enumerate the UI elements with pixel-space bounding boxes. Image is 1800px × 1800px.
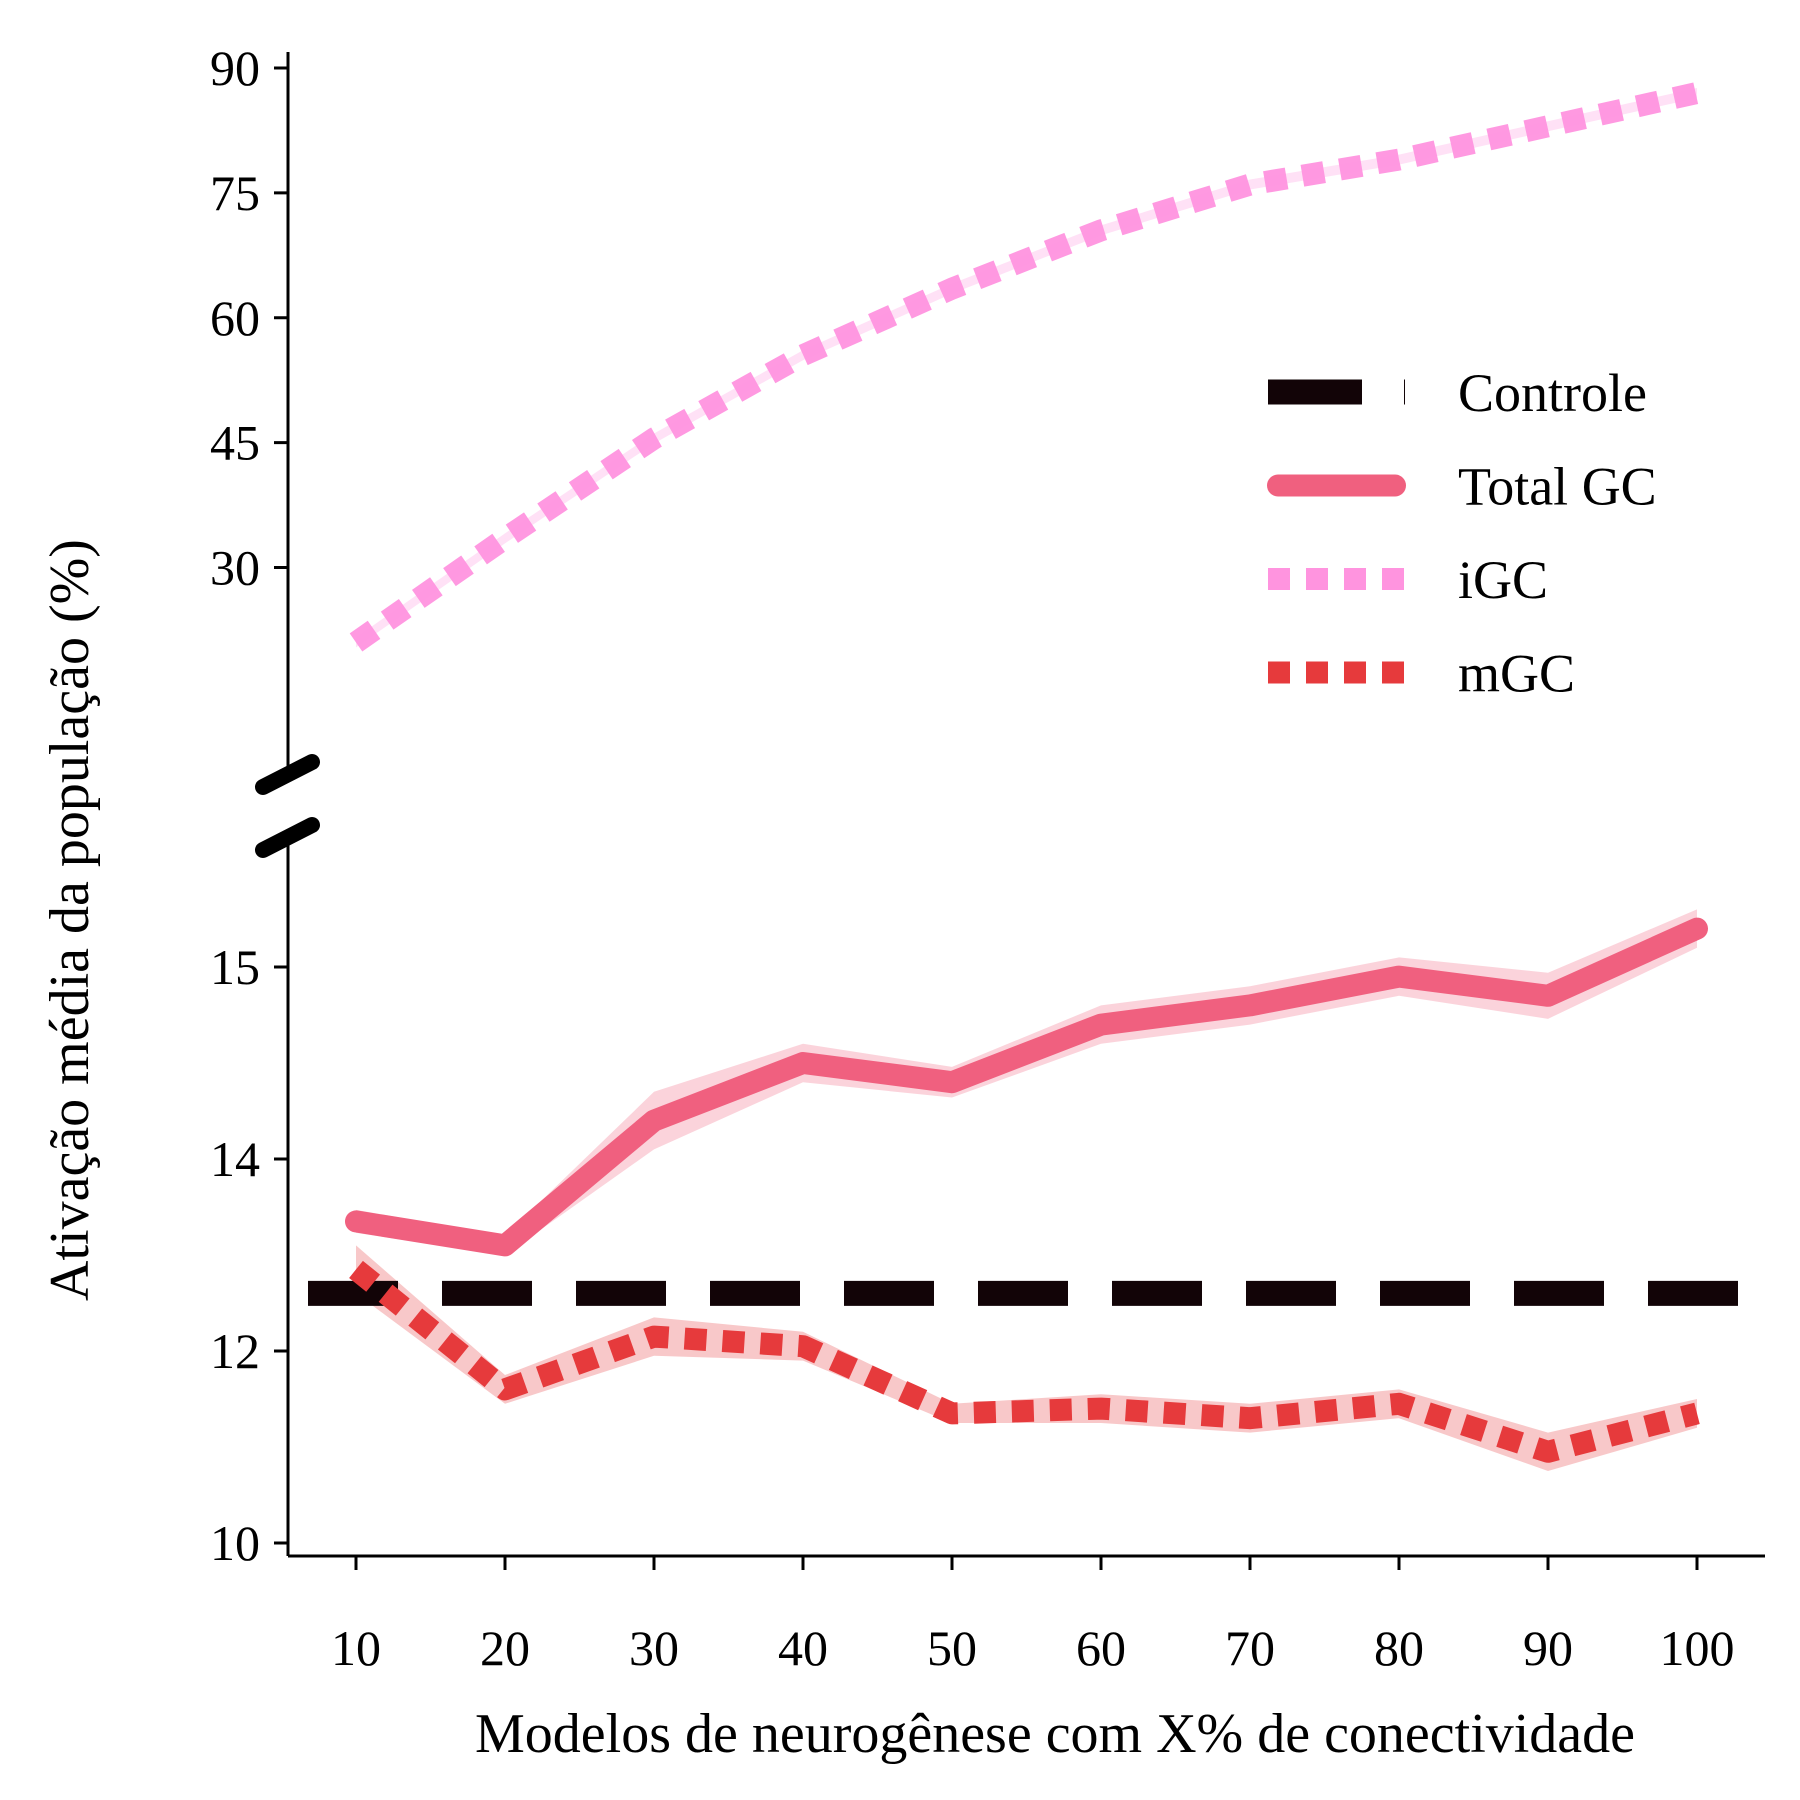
- x-tick-label: 60: [1076, 1620, 1126, 1676]
- confidence-bands: [356, 87, 1697, 1471]
- legend-label-igc: iGC: [1458, 550, 1548, 610]
- y-tick-label: 45: [210, 415, 260, 471]
- series-line-igc: [349, 82, 1700, 652]
- y-tick-label: 90: [210, 40, 260, 96]
- x-tick-label: 80: [1374, 1620, 1424, 1676]
- legend-label-controle: Controle: [1458, 363, 1647, 423]
- series-line-mgc: [349, 1260, 1700, 1463]
- y-tick-label: 30: [210, 540, 260, 596]
- axis-break-mark: [255, 817, 320, 858]
- axis-break-mark: [255, 754, 320, 795]
- legend-label-total-gc: Total GC: [1458, 457, 1657, 517]
- y-tick-label: 75: [210, 165, 260, 221]
- x-tick-label: 40: [778, 1620, 828, 1676]
- series-line-total-gc: [345, 917, 1708, 1257]
- ci-band-mgc: [356, 1245, 1697, 1471]
- y-tick-label: 15: [210, 939, 260, 995]
- y-tick-label: 10: [210, 1515, 260, 1571]
- x-tick-label: 20: [480, 1620, 530, 1676]
- legend-label-mgc: mGC: [1458, 644, 1575, 704]
- axes: [255, 52, 1765, 1558]
- legend: Controle Total GC iGC mGC: [1267, 363, 1657, 704]
- x-tick-label: 90: [1523, 1620, 1573, 1676]
- x-axis-title: Modelos de neurogênese com X% de conecti…: [475, 1703, 1635, 1765]
- y-tick-label: 12: [210, 1323, 260, 1379]
- x-tick-label: 70: [1225, 1620, 1275, 1676]
- y-tick-label: 14: [210, 1131, 260, 1187]
- x-tick-label: 50: [927, 1620, 977, 1676]
- tick-marks: [274, 66, 1699, 1570]
- series-lines: [290, 82, 1765, 1463]
- y-axis-title: Ativação média da população (%): [39, 539, 101, 1301]
- x-tick-label: 100: [1660, 1620, 1735, 1676]
- y-tick-label: 60: [210, 290, 260, 346]
- x-tick-label: 10: [331, 1620, 381, 1676]
- ci-band-total-gc: [356, 909, 1697, 1255]
- x-tick-label: 30: [629, 1620, 679, 1676]
